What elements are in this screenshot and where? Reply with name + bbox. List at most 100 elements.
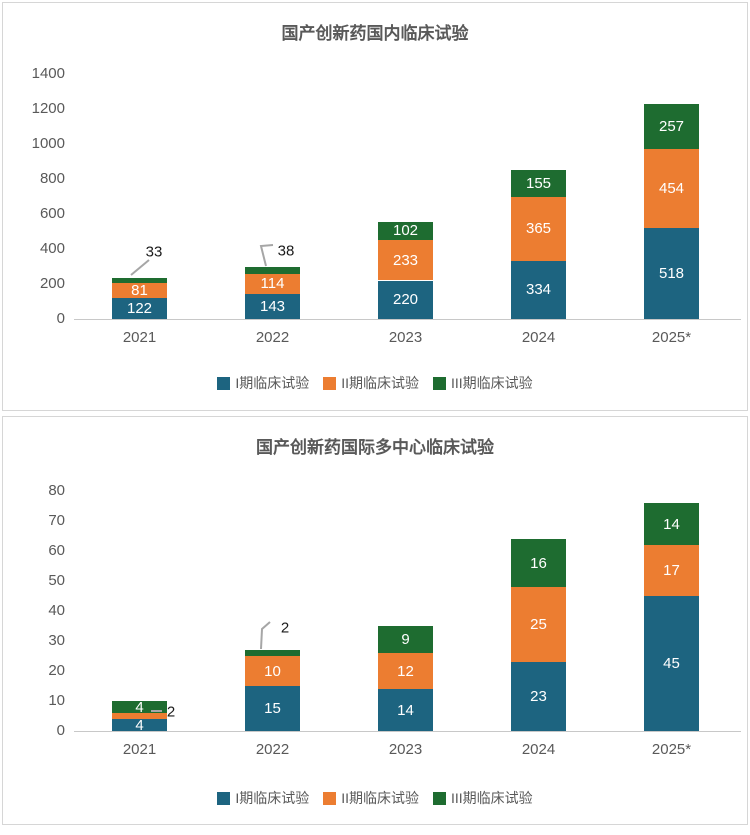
- legend-item-II期临床试验: II期临床试验: [323, 788, 419, 808]
- x-axis-category-label: 2023: [388, 741, 423, 758]
- bar-data-label: 9: [401, 631, 410, 648]
- bar-data-label: 518: [658, 265, 685, 283]
- x-axis-category-label: 2025*: [651, 741, 692, 758]
- bar-data-label: 10: [264, 662, 281, 680]
- bar-data-label: 14: [397, 701, 414, 719]
- bar-segment-I期临床试验-2021: 4: [112, 716, 167, 734]
- legend-swatch-icon: [323, 376, 337, 390]
- bar-data-label: 4: [135, 698, 144, 716]
- bar-data-label: 257: [658, 117, 685, 135]
- bar-segment-II期临床试验-2024: 365: [511, 196, 566, 261]
- chart-panel-international-trials: 国产创新药国际多中心临床试验 0 10 20 30 40 50 60 70 80 4 4 15 10 14…: [2, 416, 748, 825]
- y-axis-tick-label: 80: [48, 482, 65, 499]
- y-axis-tick-label: 40: [48, 602, 65, 619]
- chart-title-international: 国产创新药国际多中心临床试验: [256, 438, 494, 457]
- callout-leader-lines: [130, 244, 274, 276]
- plot-area: 122 81 143 114 220 233 102 334 365 155 518 454 257 33…: [73, 74, 738, 319]
- y-axis-tick-label: 30: [48, 632, 65, 649]
- x-axis-category-label: 2021: [122, 329, 157, 346]
- bar-segment-I期临床试验-2023: 14: [378, 689, 433, 731]
- bar-segment-III期临床试验-2025*: 257: [644, 103, 699, 149]
- y-axis-tick-label: 50: [48, 572, 65, 589]
- bar-segment-III期临床试验-2025*: 14: [644, 503, 699, 545]
- chart-area-domestic: 0 200 400 600 800 1000 1200 1400 122 81 143 114 220 2…: [3, 51, 747, 409]
- legend-item-I期临床试验: I期临床试验: [217, 788, 309, 808]
- bar-data-label: 45: [663, 655, 680, 672]
- chart-legend: I期临床试验 II期临床试验 III期临床试验: [3, 788, 747, 808]
- bar-data-label: 25: [530, 616, 547, 633]
- bar-data-label: 143: [259, 297, 286, 315]
- chart-area-international: 0 10 20 30 40 50 60 70 80 4 4 15 10 14 12 9 23 25 16 45 17 14…: [3, 465, 747, 823]
- bar-data-label: 4: [135, 716, 144, 734]
- chart-title-domestic: 国产创新药国内临床试验: [281, 24, 469, 43]
- legend-label: I期临床试验: [235, 375, 310, 391]
- bar-data-label: 81: [131, 282, 148, 300]
- bar-segment-III期临床试验-2024: 155: [511, 169, 566, 197]
- x-axis-line: [74, 731, 741, 732]
- legend-swatch-icon: [323, 791, 337, 805]
- y-axis-tick-label: 70: [48, 512, 65, 529]
- y-axis-tick-label: 400: [39, 240, 65, 257]
- bar-data-label: 17: [663, 562, 680, 579]
- x-axis-category-label: 2025*: [651, 329, 692, 346]
- bar-segment-III期临床试验-2024: 16: [511, 539, 566, 587]
- y-axis-tick-label: 1400: [31, 65, 65, 82]
- bar-data-label: 16: [530, 554, 547, 572]
- legend-item-III期临床试验: III期临床试验: [433, 788, 533, 808]
- bar-segment-II期临床试验-2025*: 454: [644, 148, 699, 229]
- bar-data-label: 454: [658, 180, 685, 198]
- bar-data-label: 12: [397, 662, 414, 680]
- bar-segment-I期临床试验-2025*: 518: [644, 228, 699, 319]
- bar-segment-I期临床试验-2022: 15: [245, 686, 300, 731]
- legend-swatch-icon: [217, 376, 231, 390]
- bar-data-label: 23: [530, 688, 547, 705]
- bar-segment-I期临床试验-2023: 220: [378, 280, 433, 319]
- bar-segment-II期临床试验-2021: [112, 713, 167, 719]
- bar-segment-I期临床试验-2024: 23: [511, 662, 566, 731]
- x-axis-category-label: 2024: [521, 329, 556, 346]
- plot-area: 4 4 15 10 14 12 9 23 25 16 45 17 14 2 2: [73, 491, 738, 734]
- bar-data-label: 155: [525, 174, 552, 192]
- bar-data-label: 365: [525, 220, 552, 238]
- bar-segment-I期临床试验-2024: 334: [511, 260, 566, 319]
- bar-segment-I期临床试验-2021: 122: [112, 297, 167, 319]
- x-axis-category-label: 2021: [122, 741, 157, 758]
- x-axis-category-label: 2022: [255, 329, 290, 346]
- bar-data-label: 334: [525, 281, 552, 299]
- callout-data-label: 33: [145, 243, 163, 261]
- y-axis-tick-label: 1200: [31, 100, 65, 117]
- bar-data-label: 122: [126, 299, 153, 317]
- x-axis-category-label: 2024: [521, 741, 556, 758]
- bar-segment-II期临床试验-2023: 12: [378, 653, 433, 689]
- bar-segment-I期临床试验-2022: 143: [245, 293, 300, 319]
- callout-data-label: 2: [280, 619, 290, 637]
- bar-data-label: 102: [392, 222, 419, 240]
- bar-segment-II期临床试验-2021: 81: [112, 282, 167, 300]
- legend-item-II期临床试验: II期临床试验: [323, 373, 419, 393]
- legend-swatch-icon: [433, 791, 446, 805]
- x-axis-line: [74, 319, 741, 320]
- bar-data-label: 15: [264, 700, 281, 717]
- legend-label: II期临床试验: [341, 375, 419, 391]
- bar-segment-II期临床试验-2022: 10: [245, 656, 300, 686]
- callout-leader-lines: [151, 621, 271, 712]
- y-axis-tick-label: 800: [39, 170, 65, 187]
- chart-legend: I期临床试验 II期临床试验 III期临床试验: [3, 373, 747, 393]
- bar-segment-III期临床试验-2021: [112, 277, 167, 284]
- y-axis-tick-label: 200: [39, 275, 65, 292]
- bar-data-label: 14: [663, 515, 680, 533]
- bar-segment-III期临床试验-2022: [245, 650, 300, 656]
- legend-label: III期临床试验: [451, 375, 533, 391]
- legend-swatch-icon: [433, 376, 446, 390]
- legend-label: I期临床试验: [235, 790, 310, 806]
- x-axis-category-label: 2023: [388, 329, 423, 346]
- legend-label: III期临床试验: [451, 790, 533, 806]
- bar-segment-II期临床试验-2022: 114: [245, 274, 300, 294]
- bar-segment-II期临床试验-2024: 25: [511, 587, 566, 662]
- bar-segment-II期临床试验-2025*: 17: [644, 545, 699, 596]
- legend-swatch-icon: [217, 791, 231, 805]
- y-axis-tick-label: 1000: [31, 135, 65, 152]
- y-axis-tick-label: 0: [56, 310, 65, 327]
- bar-segment-III期临床试验-2022: [245, 267, 300, 275]
- legend-item-I期临床试验: I期临床试验: [217, 373, 309, 393]
